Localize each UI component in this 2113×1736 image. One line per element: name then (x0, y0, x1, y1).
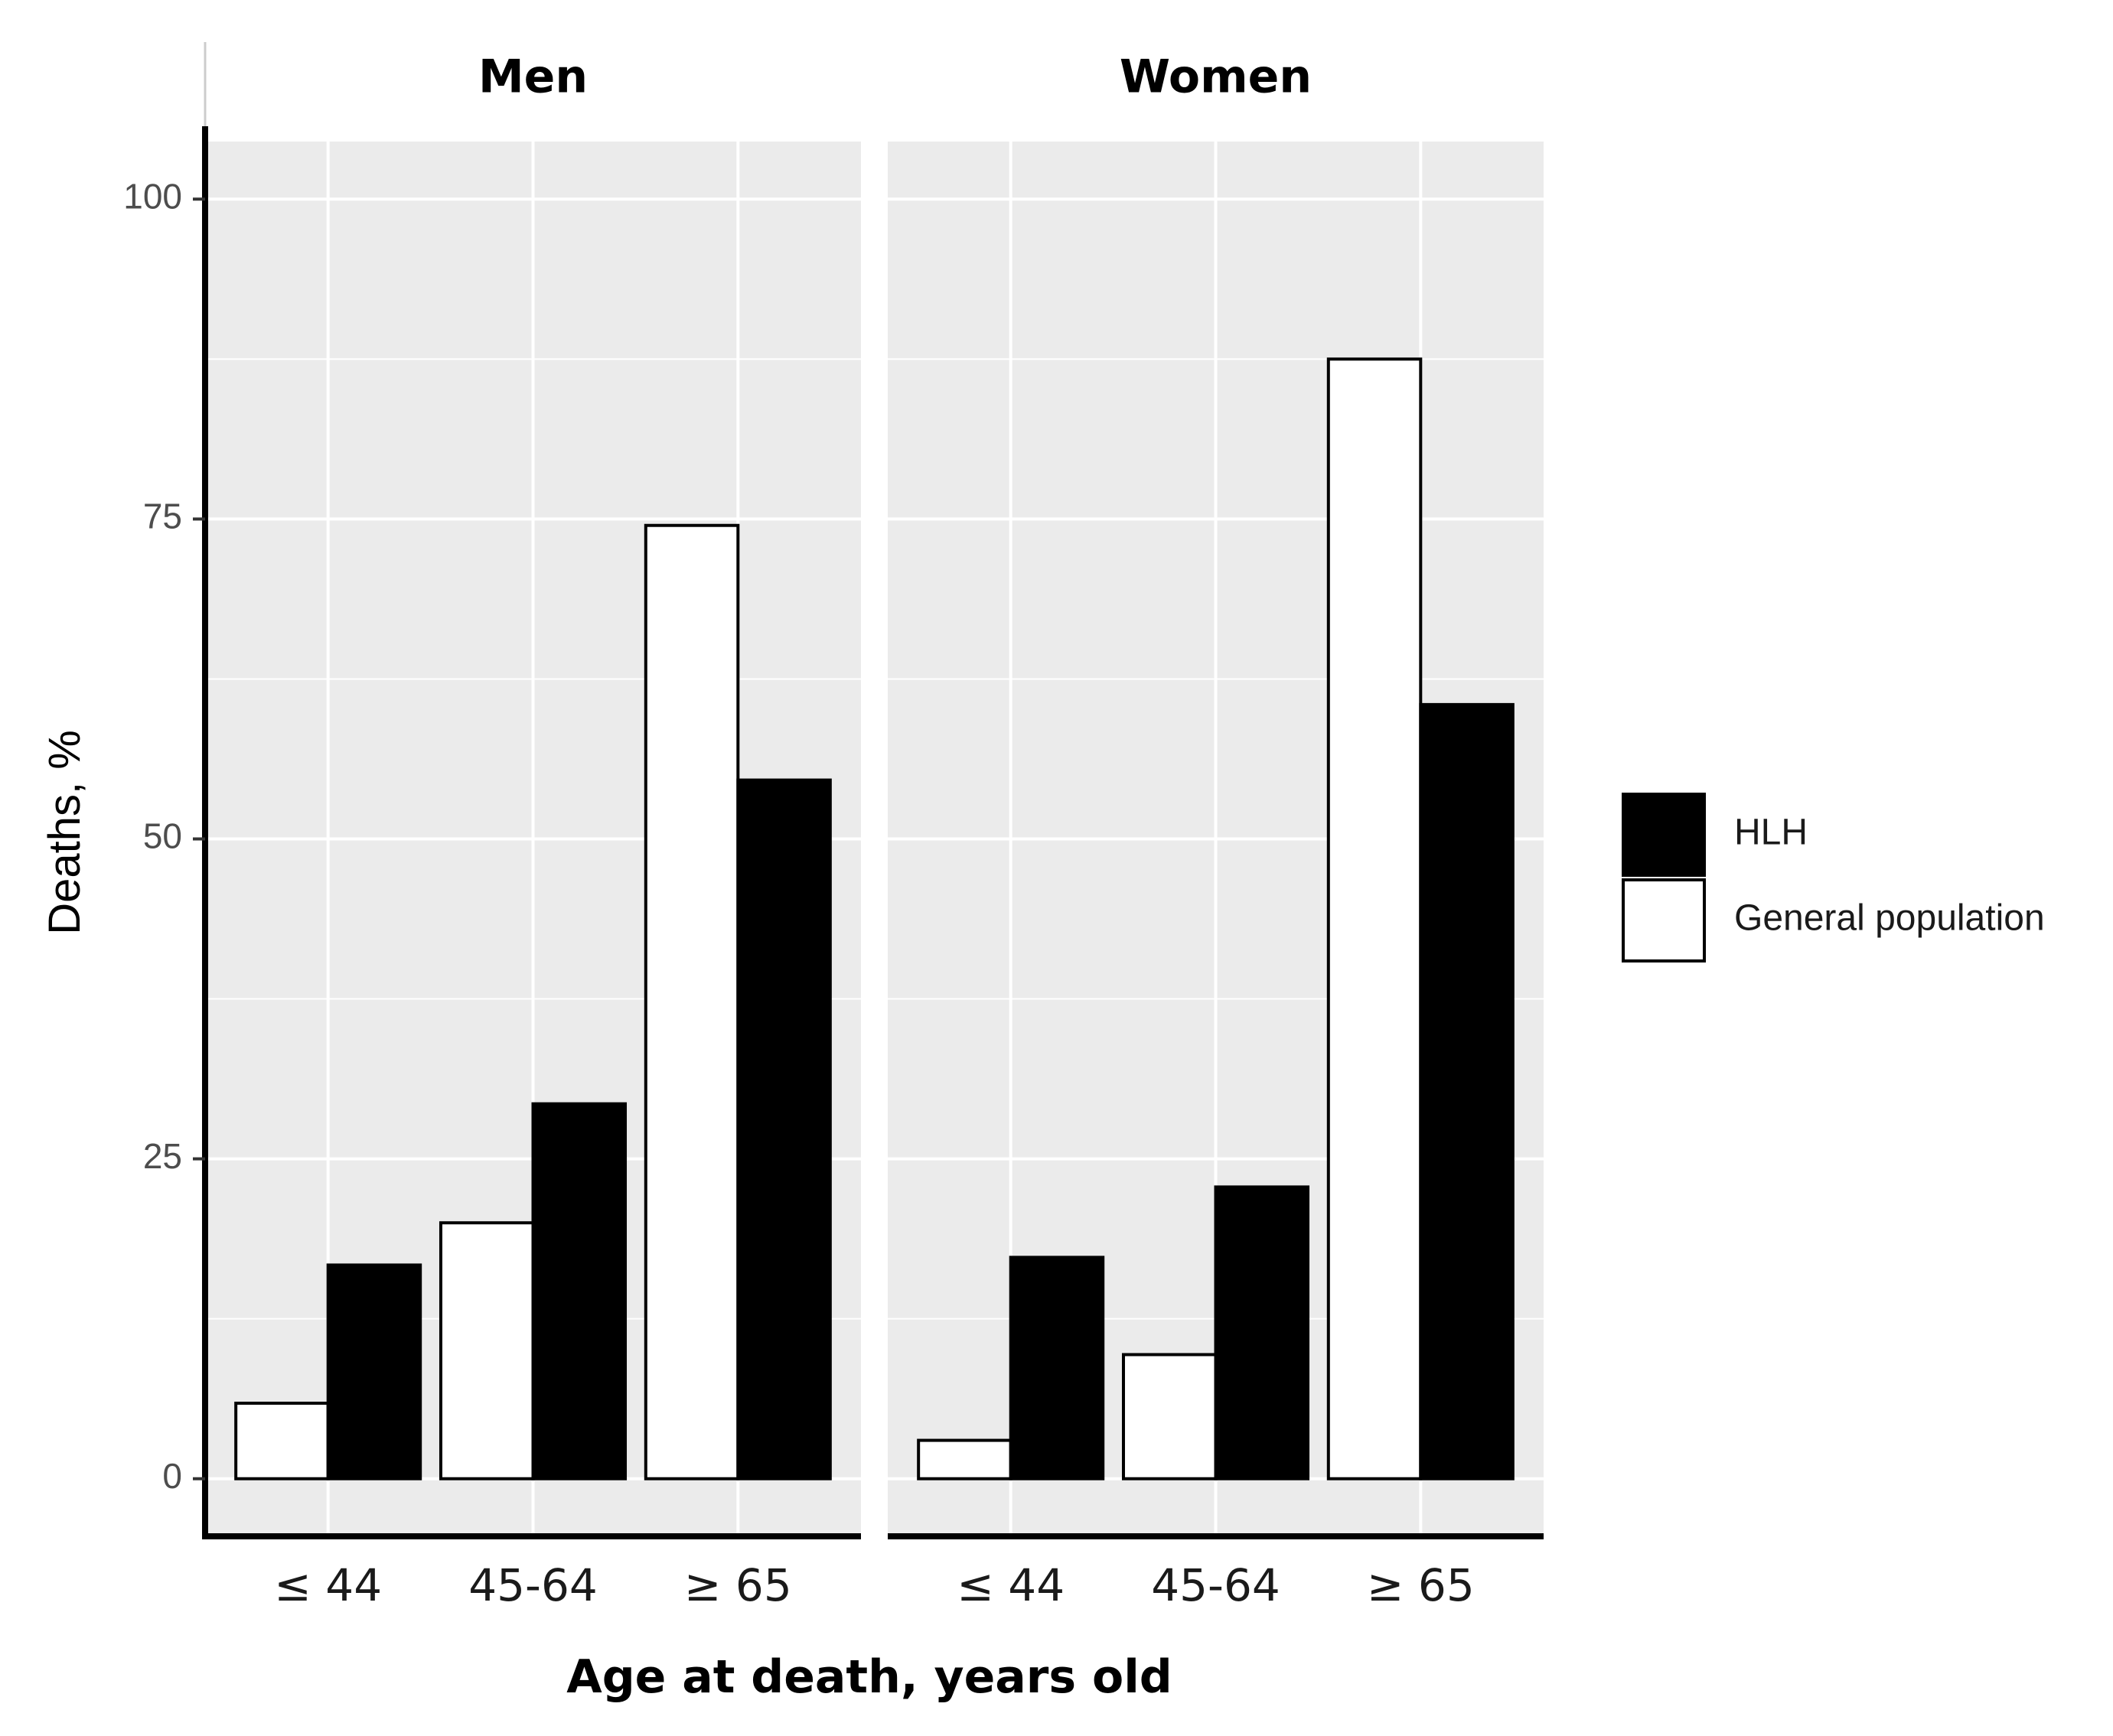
bar-women-45-64-hlh (1214, 1185, 1310, 1480)
bar-women-44-hlh (1009, 1256, 1105, 1480)
y-axis-title: Deaths, % (40, 730, 90, 935)
x-tick-label-men-45-64: 45-64 (468, 1559, 598, 1611)
facet-title-women: Women (1120, 50, 1312, 104)
legend-label-general-population: General population (1734, 898, 2045, 939)
y-tick-label-50: 50 (143, 816, 182, 856)
x-tick-label-men-44: ≤ 44 (274, 1559, 382, 1611)
bar-men-45-64-hlh (531, 1102, 628, 1480)
legend-swatch-hlh (1622, 793, 1706, 877)
legend-swatch-general-population (1622, 878, 1706, 962)
x-axis-title: Age at death, years old (566, 1650, 1172, 1704)
x-tick-label-women-44: ≤ 44 (957, 1559, 1065, 1611)
bar-women-65-general-population (1326, 357, 1423, 1480)
bar-men-65-general-population (644, 523, 740, 1480)
bar-women-44-general-population (917, 1438, 1012, 1480)
bar-women-45-64-general-population (1121, 1353, 1218, 1480)
bar-women-65-hlh (1419, 702, 1515, 1480)
y-tick-label-0: 0 (162, 1456, 182, 1496)
legend: HLH General population (1622, 793, 2045, 962)
bar-men-44-hlh (326, 1263, 422, 1480)
legend-label-hlh: HLH (1734, 813, 1808, 853)
y-tick-label-25: 25 (143, 1136, 182, 1176)
facet-title-men: Men (478, 50, 588, 104)
bar-men-65-hlh (736, 778, 832, 1480)
bar-men-45-64-general-population (439, 1221, 535, 1480)
x-tick-label-women-65: ≥ 65 (1367, 1559, 1475, 1611)
x-tick-label-men-65: ≥ 65 (684, 1559, 792, 1611)
bar-men-44-general-population (234, 1402, 330, 1480)
y-tick-label-100: 100 (123, 176, 182, 216)
x-tick-label-women-45-64: 45-64 (1151, 1559, 1280, 1611)
y-tick-label-75: 75 (143, 497, 182, 536)
